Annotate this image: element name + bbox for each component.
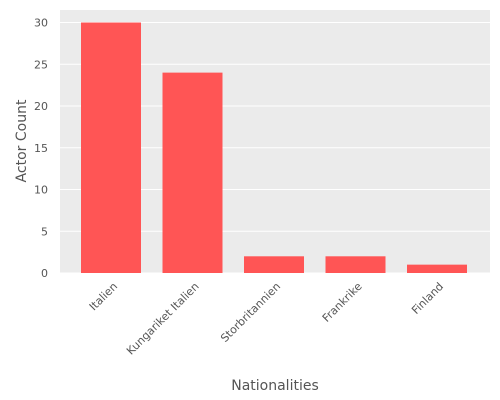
x-tick-label: Kungariket Italien [124, 280, 202, 358]
bar-storbritannien [244, 256, 304, 273]
x-tick-label: Frankrike [320, 280, 365, 325]
bar-frankrike [325, 256, 386, 273]
x-tick-label: Storbritannien [218, 280, 283, 345]
x-tick-label: Italien [87, 280, 120, 313]
y-tick-label: 25 [34, 58, 48, 71]
y-tick-label: 5 [41, 225, 48, 238]
y-axis-ticks: 0 5 10 15 20 25 30 [34, 17, 48, 280]
y-tick-label: 0 [41, 267, 48, 280]
x-tick-label: Finland [409, 280, 446, 317]
x-axis-title: Nationalities [231, 378, 319, 394]
y-tick-label: 10 [34, 184, 48, 197]
bar-finland [407, 264, 467, 273]
bar-kungariket-italien [162, 72, 223, 273]
y-tick-label: 20 [34, 100, 48, 113]
y-tick-label: 30 [34, 17, 48, 30]
x-axis-ticks: Italien Kungariket Italien Storbritannien F… [87, 280, 446, 358]
y-tick-label: 15 [34, 142, 48, 155]
bars [81, 22, 467, 274]
bar-italien [81, 22, 141, 274]
y-axis-title: Actor Count [14, 99, 30, 182]
